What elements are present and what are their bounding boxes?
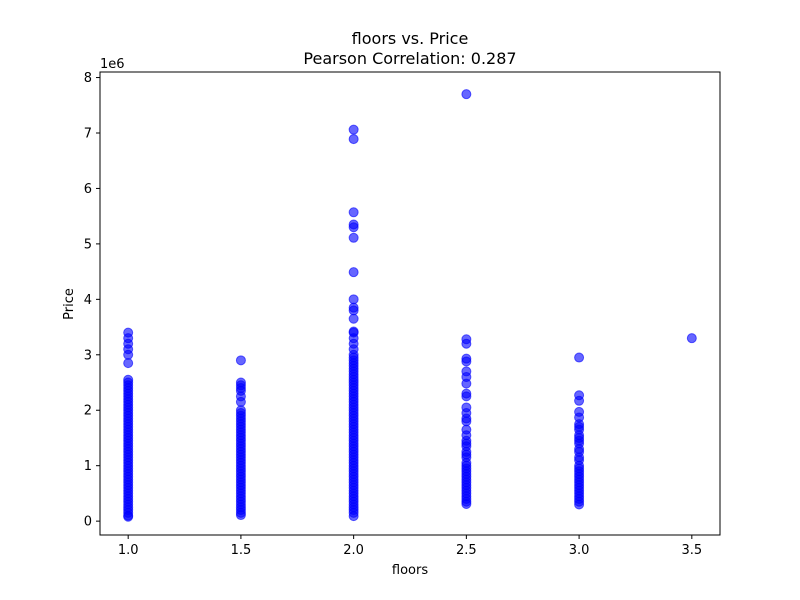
- y-tick-label: 8: [84, 71, 92, 86]
- data-point: [574, 395, 585, 406]
- data-point: [348, 294, 359, 305]
- data-point: [235, 510, 246, 521]
- data-point: [348, 313, 359, 324]
- x-tick-label: 2.5: [456, 543, 477, 558]
- data-point: [348, 267, 359, 278]
- y-tick-label: 2: [84, 404, 92, 419]
- data-point: [123, 358, 134, 369]
- points-layer: [123, 89, 697, 522]
- y-tick-label: 4: [84, 293, 92, 308]
- y-tick-label: 0: [84, 515, 92, 530]
- x-tick-label: 2.0: [343, 543, 364, 558]
- data-point: [348, 511, 359, 522]
- y-axis-label: Price: [62, 288, 77, 320]
- y-tick-label: 1: [84, 459, 92, 474]
- data-point: [461, 356, 472, 367]
- data-point: [574, 352, 585, 363]
- y-tick-label: 6: [84, 182, 92, 197]
- data-point: [123, 511, 134, 522]
- x-tick-label: 3.0: [569, 543, 590, 558]
- x-axis-label: floors: [392, 563, 428, 578]
- y-tick-label: 7: [84, 126, 92, 141]
- data-point: [235, 396, 246, 407]
- data-point: [348, 232, 359, 243]
- y-tick-label: 5: [84, 237, 92, 252]
- y-tick-label: 3: [84, 348, 92, 363]
- data-point: [348, 222, 359, 233]
- data-point: [348, 124, 359, 135]
- chart-title: floors vs. Price: [352, 29, 469, 48]
- data-point: [461, 498, 472, 509]
- data-point: [461, 338, 472, 349]
- x-tick-label: 1.0: [118, 543, 139, 558]
- data-point: [461, 89, 472, 100]
- data-point: [348, 305, 359, 316]
- x-axis-ticks: 1.0 1.5 2.0 2.5 3.0 3.5: [118, 535, 702, 558]
- data-point: [235, 355, 246, 366]
- data-point: [461, 416, 472, 427]
- data-point: [574, 499, 585, 510]
- data-point: [348, 207, 359, 218]
- y-offset-text: 1e6: [100, 57, 125, 72]
- plot-frame: [99, 71, 721, 536]
- data-point: [348, 134, 359, 145]
- y-axis-ticks: 0 1 2 3 4 5 6 7 8: [84, 71, 100, 530]
- data-point: [123, 349, 134, 360]
- x-tick-label: 3.5: [681, 543, 702, 558]
- data-point: [461, 378, 472, 389]
- data-point: [686, 333, 697, 344]
- x-tick-label: 1.5: [231, 543, 252, 558]
- data-point: [461, 391, 472, 402]
- plot-area: [100, 72, 720, 535]
- chart-subtitle: Pearson Correlation: 0.287: [303, 49, 516, 68]
